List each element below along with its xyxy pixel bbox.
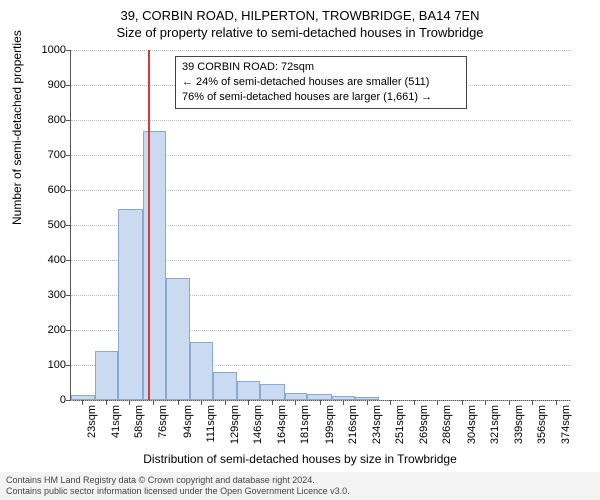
ytick-mark (66, 260, 71, 261)
xtick-label: 374sqm (560, 405, 572, 444)
ytick-mark (66, 225, 71, 226)
xtick-label: 146sqm (252, 405, 264, 444)
ytick-label: 500 (26, 219, 66, 231)
xtick-label: 111sqm (205, 405, 217, 443)
gridline (71, 50, 571, 51)
xtick-mark (106, 400, 107, 405)
ytick-mark (66, 85, 71, 86)
ytick-mark (66, 400, 71, 401)
ytick-mark (66, 155, 71, 156)
property-marker-line (148, 50, 150, 400)
xtick-mark (462, 400, 463, 405)
chart-area: 0100200300400500600700800900100023sqm41s… (70, 50, 570, 400)
ytick-mark (66, 295, 71, 296)
ytick-label: 100 (26, 359, 66, 371)
xtick-mark (129, 400, 130, 405)
xtick-mark (201, 400, 202, 405)
xtick-label: 286sqm (441, 405, 453, 444)
histogram-bar (190, 342, 213, 400)
title-sub: Size of property relative to semi-detach… (0, 23, 600, 40)
xtick-label: 41sqm (110, 405, 122, 438)
xtick-label: 199sqm (324, 405, 336, 444)
ytick-label: 300 (26, 289, 66, 301)
xtick-mark (153, 400, 154, 405)
ytick-label: 0 (26, 394, 66, 406)
ytick-mark (66, 50, 71, 51)
xtick-mark (295, 400, 296, 405)
gridline (71, 400, 571, 401)
xtick-mark (248, 400, 249, 405)
xtick-label: 304sqm (466, 405, 478, 444)
histogram-bar (237, 381, 260, 400)
ytick-label: 400 (26, 254, 66, 266)
gridline (71, 120, 571, 121)
histogram-bar (118, 209, 142, 400)
xtick-mark (320, 400, 321, 405)
ytick-label: 700 (26, 149, 66, 161)
xtick-mark (532, 400, 533, 405)
xtick-mark (509, 400, 510, 405)
ytick-mark (66, 190, 71, 191)
y-axis-label: Number of semi-detached properties (10, 30, 24, 225)
ytick-label: 200 (26, 324, 66, 336)
histogram-bar (166, 278, 190, 401)
xtick-label: 129sqm (229, 405, 241, 444)
xtick-label: 339sqm (513, 405, 525, 444)
histogram-bar (143, 131, 166, 401)
ytick-label: 1000 (26, 44, 66, 56)
xtick-label: 269sqm (418, 405, 430, 444)
ytick-mark (66, 330, 71, 331)
histogram-bar (285, 393, 308, 400)
xtick-label: 76sqm (157, 405, 169, 438)
histogram-bar (71, 395, 95, 400)
xtick-label: 321sqm (489, 405, 501, 444)
info-line-2: ← 24% of semi-detached houses are smalle… (182, 75, 460, 90)
xtick-mark (225, 400, 226, 405)
xtick-mark (272, 400, 273, 405)
ytick-mark (66, 120, 71, 121)
xtick-label: 251sqm (394, 405, 406, 444)
info-line-1: 39 CORBIN ROAD: 72sqm (182, 60, 460, 75)
x-axis-label: Distribution of semi-detached houses by … (0, 452, 600, 466)
xtick-mark (556, 400, 557, 405)
chart-container: 39, CORBIN ROAD, HILPERTON, TROWBRIDGE, … (0, 0, 600, 500)
xtick-label: 58sqm (133, 405, 145, 438)
xtick-mark (437, 400, 438, 405)
info-box: 39 CORBIN ROAD: 72sqm ← 24% of semi-deta… (175, 56, 467, 109)
title-main: 39, CORBIN ROAD, HILPERTON, TROWBRIDGE, … (0, 0, 600, 23)
xtick-mark (178, 400, 179, 405)
xtick-label: 23sqm (86, 405, 98, 438)
histogram-bar (213, 372, 237, 400)
ytick-mark (66, 365, 71, 366)
ytick-label: 800 (26, 114, 66, 126)
xtick-label: 181sqm (299, 405, 311, 444)
xtick-mark (414, 400, 415, 405)
xtick-mark (82, 400, 83, 405)
ytick-label: 600 (26, 184, 66, 196)
xtick-mark (367, 400, 368, 405)
histogram-bar (95, 351, 118, 400)
histogram-bar (260, 384, 284, 400)
info-line-3: 76% of semi-detached houses are larger (… (182, 90, 460, 105)
xtick-mark (390, 400, 391, 405)
xtick-label: 356sqm (536, 405, 548, 444)
footer: Contains HM Land Registry data © Crown c… (0, 472, 600, 500)
xtick-mark (485, 400, 486, 405)
xtick-label: 164sqm (276, 405, 288, 444)
footer-line-2: Contains public sector information licen… (6, 486, 594, 497)
xtick-label: 234sqm (371, 405, 383, 444)
ytick-label: 900 (26, 79, 66, 91)
xtick-label: 216sqm (347, 405, 359, 444)
footer-line-1: Contains HM Land Registry data © Crown c… (6, 475, 594, 486)
xtick-mark (343, 400, 344, 405)
xtick-label: 94sqm (182, 405, 194, 438)
